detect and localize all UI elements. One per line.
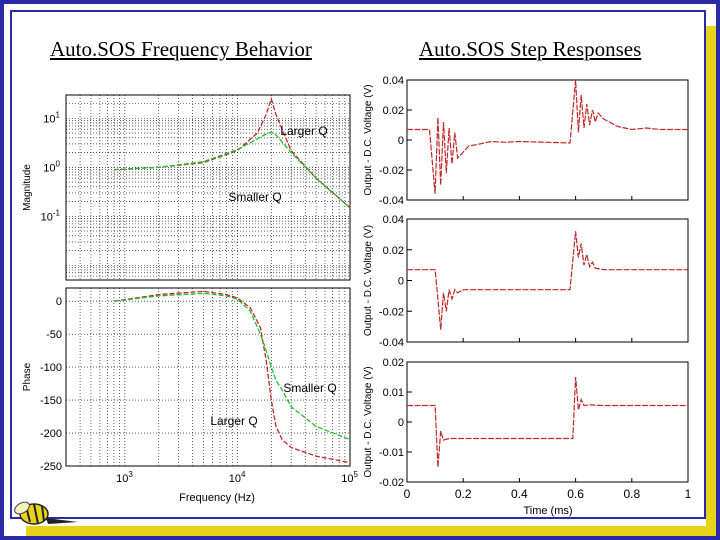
magnitude-annotation-smaller-q: Smaller Q (228, 190, 281, 204)
step3-x-tick-label: 0 (404, 487, 411, 501)
step3-y-tick-label: 0.01 (383, 387, 404, 399)
step1-y-tick-label: -0.04 (379, 195, 404, 207)
phase-annotation-larger-q: Larger Q (210, 414, 257, 428)
step1-axes-box (406, 79, 689, 201)
step2-y-tick-label: -0.04 (379, 337, 404, 349)
step2-y-tick-label: 0.02 (383, 245, 404, 257)
magnitude-annotation-larger-q: Larger Q (280, 124, 327, 138)
phase-y-tick-label: -100 (40, 362, 62, 374)
phase-x-tick-label: 104 (229, 470, 246, 485)
step1-series-line (407, 79, 688, 195)
step3-y-tick-label: -0.01 (379, 447, 404, 459)
phase-y-axis-label: Phase (22, 362, 33, 391)
step2-y-axis-label: Output - D.C. Voltage (V) (363, 225, 374, 336)
step2-y-tick-label: 0 (398, 276, 404, 288)
magnitude-axes-box (65, 94, 351, 281)
step3-y-axis-label: Output - D.C. Voltage (V) (363, 366, 374, 477)
magnitude-y-tick-label: 101 (43, 110, 60, 125)
step3-axes-box (406, 361, 689, 483)
slide-frame-shadow-bottom (26, 526, 716, 536)
magnitude-y-axis-label: Magnitude (22, 164, 33, 211)
phase-x-tick-label: 103 (116, 470, 133, 485)
phase-y-tick-label: -150 (40, 395, 62, 407)
step3-y-tick-label: 0 (398, 417, 404, 429)
step-responses-title: Auto.SOS Step Responses (419, 37, 642, 61)
step1-y-axis-label: Output - D.C. Voltage (V) (363, 84, 374, 195)
magnitude-series-smaller-q (113, 131, 351, 209)
step3-x-tick-label: 0.4 (511, 487, 528, 501)
phase-axes-box (65, 287, 351, 467)
step2-series-line (407, 231, 688, 330)
step3-y-tick-label: -0.02 (379, 477, 404, 489)
step3-x-tick-label: 0.6 (567, 487, 584, 501)
phase-x-tick-label: 105 (341, 470, 358, 485)
magnitude-y-tick-label: 100 (43, 159, 60, 174)
step1-y-tick-label: 0 (398, 135, 404, 147)
phase-y-tick-label: 0 (56, 296, 62, 308)
yellow-jacket-logo (14, 501, 78, 525)
phase-y-tick-label: -200 (40, 428, 62, 440)
phase-series-larger-q (113, 290, 351, 464)
step2-axes-box (406, 218, 689, 343)
step3-x-tick-label: 0.8 (623, 487, 640, 501)
phase-y-tick-label: -50 (46, 329, 62, 341)
frequency-behavior-title: Auto.SOS Frequency Behavior (50, 37, 312, 61)
step1-y-tick-label: 0.02 (383, 105, 404, 117)
magnitude-y-tick-label: 10-1 (41, 208, 61, 223)
slide-frame-shadow-right (706, 26, 716, 530)
step2-y-tick-label: -0.02 (379, 306, 404, 318)
step1-y-tick-label: -0.02 (379, 165, 404, 177)
step3-x-axis-label: Time (ms) (523, 505, 572, 517)
phase-x-axis-label: Frequency (Hz) (179, 492, 255, 504)
phase-series-smaller-q (113, 292, 351, 441)
phase-annotation-smaller-q: Smaller Q (283, 381, 336, 395)
phase-y-tick-label: -250 (40, 461, 62, 473)
step3-series-line (407, 376, 688, 468)
step3-x-tick-label: 1 (685, 487, 692, 501)
step1-y-tick-label: 0.04 (383, 75, 404, 87)
step2-y-tick-label: 0.04 (383, 214, 404, 226)
step3-x-tick-label: 0.2 (455, 487, 472, 501)
step3-y-tick-label: 0.02 (383, 357, 404, 369)
